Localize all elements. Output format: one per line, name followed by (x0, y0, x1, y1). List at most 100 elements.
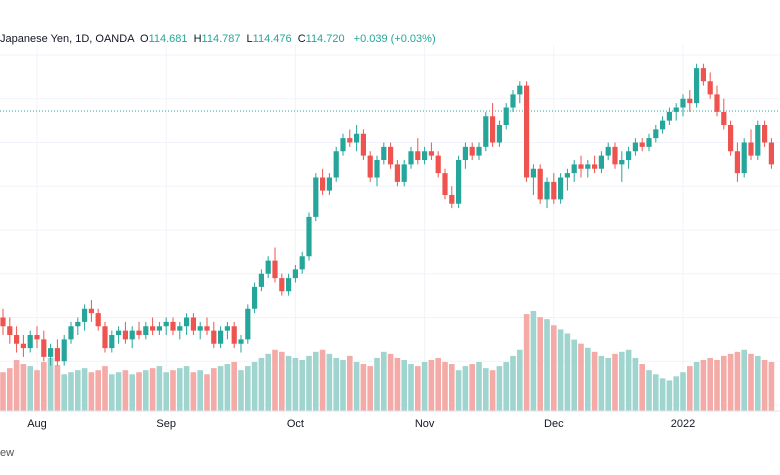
candle-body (714, 94, 720, 112)
candlestick (252, 282, 258, 314)
candlestick (0, 308, 6, 335)
candle-body (435, 155, 441, 174)
volume-bar (374, 357, 380, 411)
candle-body (68, 326, 74, 340)
low-value: 114.476 (252, 33, 292, 45)
volume-bar (122, 370, 129, 411)
candle-body (476, 146, 482, 156)
volume-bar (632, 357, 639, 411)
volume-bar (217, 366, 224, 411)
candlestick (728, 120, 734, 156)
candle-body (680, 98, 686, 108)
volume-bar (115, 372, 122, 411)
volume-bar (768, 362, 775, 411)
candlestick (483, 111, 489, 152)
candlestick (20, 335, 26, 357)
volume-bar (183, 366, 190, 411)
volume-bar (578, 343, 584, 411)
candlestick (129, 326, 135, 349)
volume-bar (721, 355, 727, 411)
candlestick (245, 304, 251, 344)
candle-body (20, 343, 26, 349)
candle-body (707, 81, 713, 95)
candlestick (258, 269, 264, 292)
volume-bar (61, 374, 67, 411)
volume-bar (476, 362, 482, 411)
candle-body (197, 326, 203, 331)
candle-body (75, 321, 81, 327)
candlestick (490, 103, 496, 147)
candle-body (306, 216, 312, 257)
candle-body (41, 339, 47, 357)
volume-bar (625, 349, 632, 411)
volume-bar (687, 366, 693, 411)
candle-body (768, 142, 774, 165)
candle-body (381, 146, 387, 160)
volume-bar (449, 364, 455, 411)
candlestick (102, 321, 108, 353)
candlestick (605, 142, 611, 160)
candlestick (190, 313, 196, 335)
candlestick (170, 317, 176, 335)
candlestick (109, 330, 115, 353)
candle-body (156, 326, 162, 331)
candlestick (354, 125, 360, 152)
volume-bar (285, 355, 292, 411)
candlestick (177, 321, 183, 340)
candle-body (102, 326, 108, 349)
candlestick (204, 317, 210, 335)
volume-bar (659, 378, 666, 411)
candlestick (619, 151, 625, 182)
volume-bar (605, 357, 611, 411)
candlestick (7, 317, 13, 344)
volume-bar (598, 355, 605, 411)
candlestick (88, 300, 94, 322)
candle-body (462, 146, 468, 160)
close-key: C (297, 33, 306, 45)
candle-body (612, 146, 618, 165)
candlestick (476, 142, 482, 160)
candlestick (551, 173, 557, 204)
low-key: L (246, 33, 253, 45)
candle-body (401, 164, 407, 182)
candle-body (34, 335, 40, 340)
candle-body (170, 321, 176, 331)
x-tick-label: Dec (544, 418, 564, 430)
candle-body (224, 326, 230, 331)
volume-bar (544, 319, 550, 411)
candle-body (129, 330, 135, 340)
volume-bar (741, 349, 747, 411)
x-axis-ticks: Aug Sep Oct Nov Dec 2022 (27, 418, 695, 430)
volume-bar (612, 353, 618, 411)
candle-body (340, 138, 346, 152)
candlestick (510, 90, 516, 112)
volume-bar (714, 359, 720, 411)
candle-body (347, 138, 353, 143)
candlestick (388, 142, 394, 169)
volume-bar (7, 368, 13, 411)
candlesticks (0, 63, 774, 366)
candlestick (660, 116, 666, 134)
candle-body (272, 260, 278, 279)
candlestick (265, 256, 271, 279)
candle-body (578, 164, 584, 169)
x-tick-label: Oct (287, 418, 304, 430)
candlestick (306, 212, 312, 261)
candle-body (653, 129, 659, 139)
volume-bar (408, 364, 414, 411)
candle-body (27, 335, 33, 349)
candlestick (632, 138, 638, 156)
candlestick (646, 133, 652, 152)
candlestick (394, 160, 400, 187)
candle-body (687, 98, 693, 104)
candle-body (592, 164, 598, 169)
candle-body (14, 335, 20, 344)
volume-bar (333, 357, 339, 411)
candle-body (286, 278, 292, 292)
volume-bar (557, 329, 564, 411)
volume-bar (646, 370, 652, 411)
candle-body (54, 348, 60, 362)
candlestick (347, 129, 353, 147)
candle-body (354, 133, 360, 143)
candle-body (408, 151, 414, 165)
